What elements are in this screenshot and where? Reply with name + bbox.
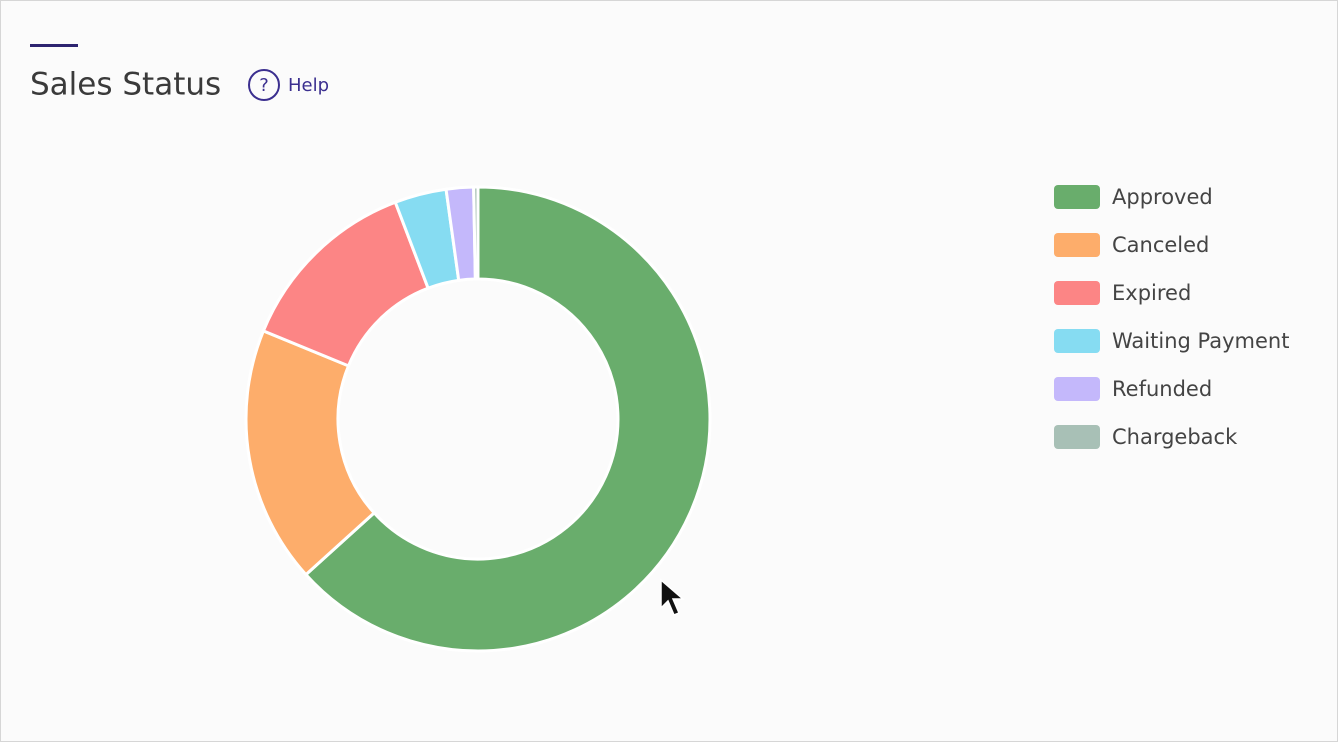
- legend-label: Waiting Payment: [1112, 329, 1289, 353]
- help-icon[interactable]: [248, 69, 280, 101]
- donut-slice: [244, 328, 377, 577]
- legend: Approved Canceled Expired Waiting Payment Re…: [1054, 185, 1289, 449]
- legend-swatch: [1054, 377, 1100, 401]
- donut-slice: [472, 185, 480, 281]
- legend-swatch: [1054, 281, 1100, 305]
- title-accent: [30, 44, 78, 47]
- legend-label: Expired: [1112, 281, 1191, 305]
- legend-label: Approved: [1112, 185, 1213, 209]
- legend-label: Refunded: [1112, 377, 1212, 401]
- legend-label: Canceled: [1112, 233, 1209, 257]
- help-label[interactable]: Help: [288, 75, 329, 96]
- legend-label: Chargeback: [1112, 425, 1238, 449]
- help-icon-glyph[interactable]: ?: [259, 75, 269, 96]
- mouse-cursor: [660, 578, 686, 616]
- chart-title: Sales Status: [30, 67, 221, 103]
- legend-swatch: [1054, 233, 1100, 257]
- legend-swatch: [1054, 185, 1100, 209]
- donut-slice: [303, 185, 712, 653]
- donut: [244, 185, 712, 653]
- legend-swatch: [1054, 329, 1100, 353]
- help-link[interactable]: ? Help: [248, 69, 329, 101]
- legend-swatch: [1054, 425, 1100, 449]
